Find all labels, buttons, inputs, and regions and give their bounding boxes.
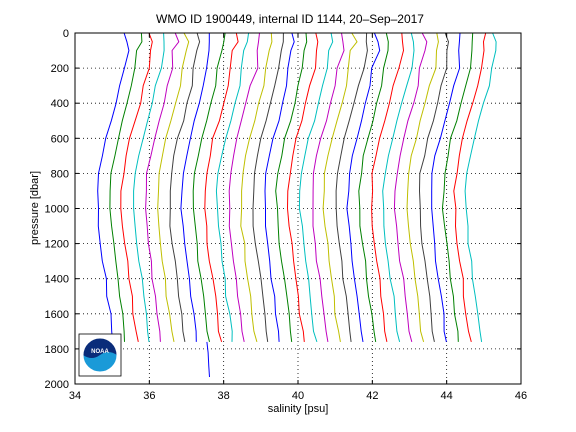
- y-tick-label: 400: [51, 98, 69, 110]
- profile-line: [109, 32, 143, 342]
- noaa-logo: NOAA: [78, 333, 122, 377]
- profile-line: [371, 32, 405, 343]
- x-axis-title: salinity [psu]: [268, 403, 329, 415]
- x-tick-label: 38: [218, 390, 230, 402]
- profile-line: [382, 32, 415, 343]
- series-layer: [97, 32, 497, 378]
- y-tick-label: 600: [51, 133, 69, 145]
- profile-line: [228, 32, 260, 343]
- profile-line: [298, 32, 334, 343]
- profile-line: [97, 32, 130, 342]
- profile-line: [464, 32, 497, 342]
- profile-line: [204, 32, 239, 343]
- profile-line-deep: [206, 341, 210, 378]
- profile-line: [322, 32, 358, 342]
- x-tick-label: 40: [292, 390, 304, 402]
- y-tick-label: 0: [63, 28, 69, 40]
- profile-line: [358, 32, 389, 342]
- y-tick-label: 800: [51, 168, 69, 180]
- axis-ticks: 34 36 38 40 42 44 46 0 200 400 600 800 1000 1200 1400 1…: [45, 28, 528, 402]
- x-tick-label: 34: [69, 390, 81, 402]
- profile-line: [275, 32, 308, 342]
- profile-line: [252, 32, 284, 342]
- profile-line: [441, 32, 474, 342]
- y-tick-label: 200: [51, 63, 69, 75]
- profile-line: [240, 32, 273, 343]
- y-tick-label: 1200: [45, 239, 69, 251]
- profile-line: [215, 32, 250, 342]
- profile-line: [192, 32, 226, 343]
- profile-line: [157, 32, 190, 342]
- profile-line: [312, 32, 345, 342]
- y-tick-label: 1000: [45, 204, 69, 216]
- profile-line: [453, 32, 487, 343]
- profile-line: [145, 32, 180, 342]
- grid-lines: [75, 33, 521, 384]
- profile-line: [264, 32, 295, 342]
- chart-title: WMO ID 1900449, internal ID 1144, 20–Sep…: [156, 12, 424, 26]
- svg-text:NOAA: NOAA: [91, 349, 109, 355]
- y-tick-label: 1400: [45, 274, 69, 286]
- y-axis-title: pressure [dbar]: [29, 171, 41, 245]
- profile-line: [169, 32, 201, 342]
- x-tick-label: 44: [441, 390, 453, 402]
- y-tick-label: 1800: [45, 344, 69, 356]
- profile-line: [286, 32, 319, 342]
- x-tick-label: 46: [515, 390, 527, 402]
- y-tick-label: 2000: [45, 379, 69, 391]
- profile-line: [335, 32, 368, 342]
- profile-line: [418, 32, 450, 343]
- x-tick-label: 42: [366, 390, 378, 402]
- profile-line: [180, 33, 210, 342]
- profile-line: [346, 32, 381, 342]
- profile-line: [133, 32, 165, 342]
- profile-line: [393, 32, 428, 343]
- x-tick-label: 36: [143, 390, 155, 402]
- profile-line: [406, 32, 439, 343]
- profile-line: [120, 32, 153, 343]
- profile-line: [431, 32, 461, 343]
- y-tick-label: 1600: [45, 309, 69, 321]
